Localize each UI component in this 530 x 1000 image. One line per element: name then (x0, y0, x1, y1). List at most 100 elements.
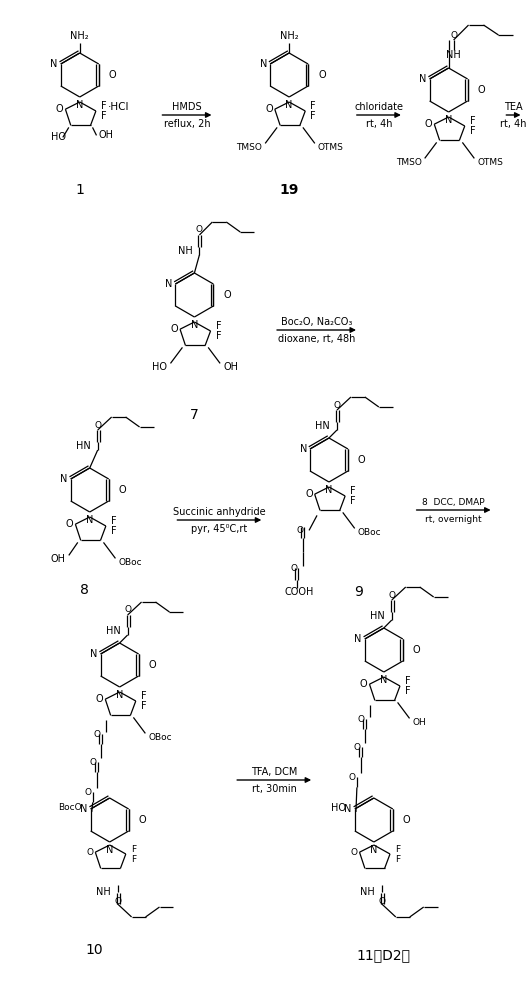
Text: F: F (310, 111, 316, 121)
Text: OBoc: OBoc (358, 528, 381, 537)
Text: O: O (85, 788, 92, 797)
Text: O: O (403, 815, 410, 825)
Text: N: N (286, 100, 293, 110)
Text: O: O (354, 743, 361, 752)
Text: O: O (90, 758, 96, 767)
Text: N: N (116, 690, 123, 700)
Text: F: F (101, 111, 107, 121)
Text: Succinic anhydride: Succinic anhydride (173, 507, 266, 517)
Text: O: O (119, 485, 126, 495)
Text: O: O (148, 660, 156, 670)
Text: F: F (395, 844, 400, 854)
Text: F: F (395, 854, 400, 863)
Text: O: O (305, 489, 313, 499)
Text: OBoc: OBoc (118, 558, 142, 567)
Text: N: N (165, 279, 172, 289)
Text: F: F (111, 526, 117, 536)
Text: O: O (425, 119, 432, 129)
Text: O: O (196, 226, 203, 234)
Text: O: O (478, 85, 485, 95)
Text: COOH: COOH (285, 587, 314, 597)
Text: HO: HO (153, 362, 167, 372)
Text: O: O (413, 645, 420, 655)
Text: 8  DCC, DMAP: 8 DCC, DMAP (422, 497, 485, 506)
Text: F: F (216, 331, 221, 341)
Text: F: F (216, 321, 221, 331)
Text: OH: OH (51, 554, 66, 564)
Text: N: N (50, 59, 58, 69)
Text: F: F (405, 676, 411, 686)
Text: F: F (141, 701, 146, 711)
Text: ·HCl: ·HCl (108, 102, 129, 112)
Text: HMDS: HMDS (172, 102, 202, 112)
Text: O: O (109, 70, 117, 80)
Text: O: O (94, 730, 101, 739)
Text: F: F (350, 496, 356, 506)
Text: pyr, 45⁰C,rt: pyr, 45⁰C,rt (191, 524, 248, 534)
Text: HN: HN (106, 626, 121, 636)
Text: TMSO: TMSO (236, 143, 262, 152)
Text: HO: HO (51, 132, 66, 142)
Text: O: O (349, 773, 356, 782)
Text: O: O (56, 104, 64, 114)
Text: HN: HN (315, 421, 330, 431)
Text: 10: 10 (86, 943, 103, 957)
Text: O: O (350, 848, 358, 857)
Text: N: N (299, 444, 307, 454)
Text: O: O (360, 679, 367, 689)
Text: O: O (114, 898, 121, 906)
Text: F: F (310, 101, 316, 111)
Text: Boc₂O, Na₂CO₃: Boc₂O, Na₂CO₃ (281, 317, 352, 327)
Text: NH: NH (360, 887, 375, 897)
Text: O: O (358, 455, 366, 465)
Text: O: O (388, 590, 395, 599)
Text: F: F (101, 101, 107, 111)
Text: 8: 8 (81, 583, 89, 597)
Text: rt, 4h: rt, 4h (500, 119, 527, 129)
Text: O: O (139, 815, 146, 825)
Text: rt, 30min: rt, 30min (252, 784, 297, 794)
Text: OTMS: OTMS (478, 158, 503, 167)
Text: O: O (296, 526, 303, 535)
Text: rt, overnight: rt, overnight (425, 514, 482, 524)
Text: N: N (344, 804, 352, 814)
Text: O: O (95, 694, 103, 704)
Text: O: O (358, 715, 365, 724)
Text: N: N (60, 474, 68, 484)
Text: NH₂: NH₂ (70, 31, 89, 41)
Text: N: N (90, 649, 98, 659)
Text: O: O (124, 605, 131, 614)
Text: OH: OH (99, 130, 113, 140)
Text: 7: 7 (190, 408, 199, 422)
Text: N: N (445, 115, 452, 125)
Text: F: F (470, 126, 475, 136)
Text: F: F (141, 691, 146, 701)
Text: O: O (318, 70, 326, 80)
Text: F: F (405, 686, 411, 696)
Text: O: O (333, 400, 340, 410)
Text: N: N (325, 485, 333, 495)
Text: rt, 4h: rt, 4h (366, 119, 392, 129)
Text: OBoc: OBoc (148, 733, 172, 742)
Text: reflux, 2h: reflux, 2h (164, 119, 210, 129)
Text: 1: 1 (75, 183, 84, 197)
Text: TMSO: TMSO (396, 158, 422, 167)
Text: F: F (470, 116, 475, 126)
Text: O: O (265, 104, 273, 114)
Text: HO: HO (331, 803, 346, 813)
Text: F: F (350, 486, 356, 496)
Text: TFA, DCM: TFA, DCM (251, 767, 297, 777)
Text: chloridate: chloridate (355, 102, 403, 112)
Text: 19: 19 (279, 183, 299, 197)
Text: NH: NH (178, 246, 192, 256)
Text: N: N (191, 320, 198, 330)
Text: O: O (290, 564, 297, 573)
Text: OTMS: OTMS (318, 143, 343, 152)
Text: N: N (370, 845, 377, 855)
Text: N: N (380, 675, 387, 685)
Text: N: N (106, 845, 113, 855)
Text: O: O (66, 519, 73, 529)
Text: N: N (81, 804, 87, 814)
Text: NH: NH (96, 887, 111, 897)
Text: OH: OH (412, 718, 426, 727)
